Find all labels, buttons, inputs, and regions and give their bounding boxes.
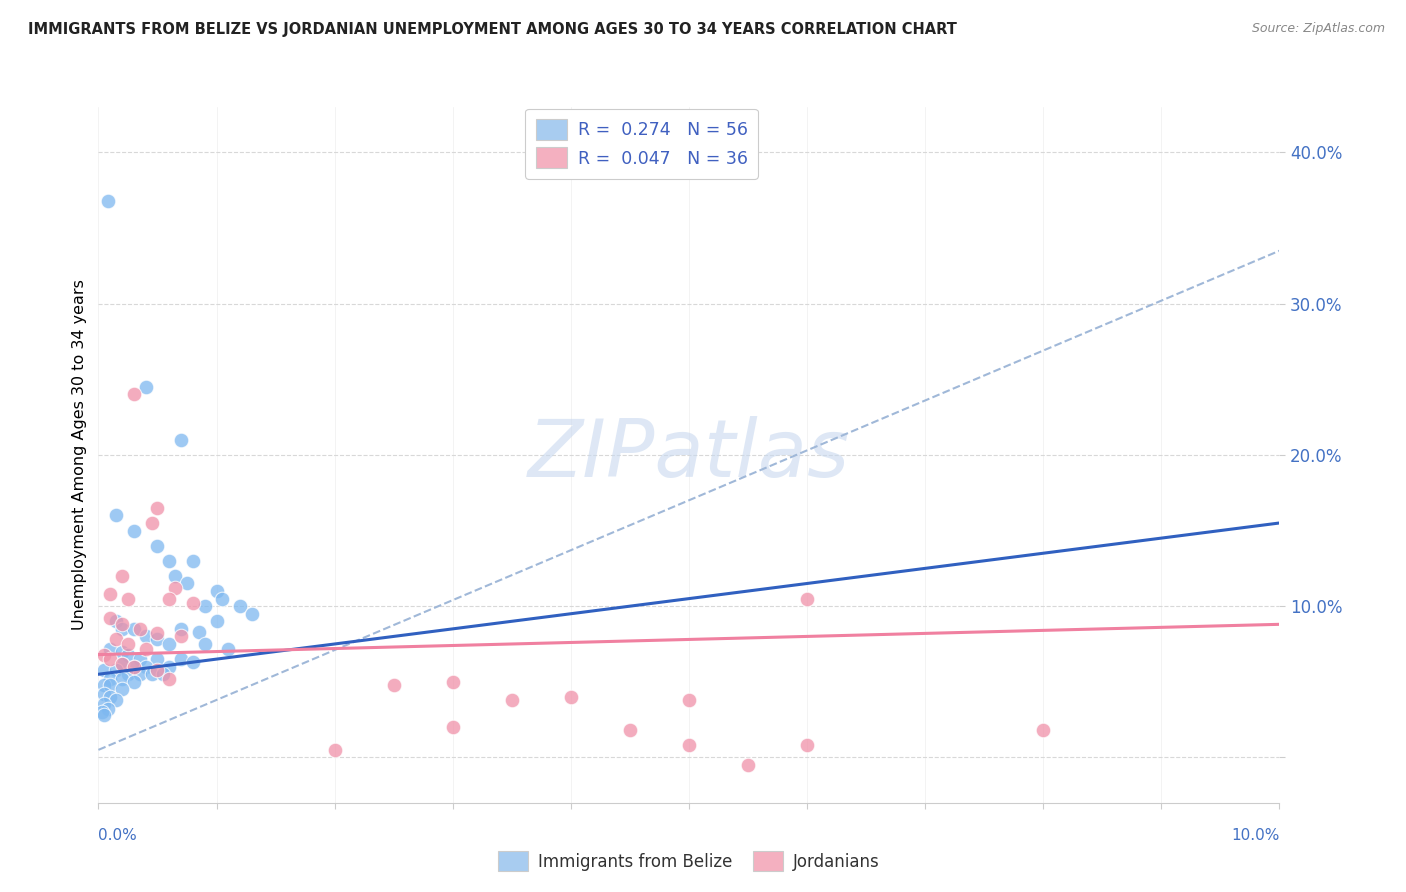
Point: [122, 659, 145, 673]
Point: [187, 624, 209, 639]
Point: [796, 739, 818, 753]
Point: [146, 652, 169, 666]
Point: [98, 678, 121, 692]
Point: [157, 637, 180, 651]
Point: [205, 615, 228, 629]
Point: [141, 667, 163, 681]
Point: [157, 672, 180, 686]
Point: [152, 667, 174, 681]
Point: [229, 599, 252, 614]
Point: [93, 687, 115, 701]
Point: [111, 644, 134, 658]
Point: [1032, 723, 1054, 738]
Point: [98, 652, 121, 666]
Point: [111, 672, 134, 686]
Point: [117, 637, 139, 651]
Point: [111, 617, 134, 632]
Point: [181, 655, 204, 669]
Point: [146, 632, 169, 647]
Text: 10.0%: 10.0%: [1232, 828, 1279, 843]
Point: [146, 539, 169, 553]
Point: [240, 607, 263, 621]
Text: 0.0%: 0.0%: [98, 828, 138, 843]
Point: [441, 720, 464, 734]
Point: [217, 641, 239, 656]
Text: ZIPatlas: ZIPatlas: [527, 416, 851, 494]
Point: [135, 641, 157, 656]
Point: [135, 629, 157, 643]
Point: [111, 657, 134, 671]
Point: [170, 652, 193, 666]
Point: [122, 387, 145, 401]
Point: [93, 708, 115, 723]
Point: [117, 667, 139, 681]
Point: [165, 569, 187, 583]
Point: [98, 672, 121, 686]
Point: [105, 615, 128, 629]
Point: [111, 569, 134, 583]
Point: [98, 641, 121, 656]
Point: [176, 576, 198, 591]
Point: [111, 657, 134, 671]
Point: [141, 516, 163, 530]
Point: [128, 652, 150, 666]
Point: [122, 524, 145, 538]
Point: [117, 591, 139, 606]
Point: [98, 690, 121, 704]
Point: [619, 723, 641, 738]
Point: [122, 622, 145, 636]
Point: [678, 693, 700, 707]
Point: [194, 637, 217, 651]
Point: [122, 674, 145, 689]
Point: [501, 693, 523, 707]
Point: [194, 599, 217, 614]
Point: [135, 659, 157, 673]
Point: [211, 591, 233, 606]
Point: [678, 739, 700, 753]
Point: [97, 194, 120, 208]
Point: [93, 663, 115, 677]
Point: [122, 659, 145, 673]
Point: [170, 629, 193, 643]
Point: [796, 591, 818, 606]
Point: [105, 632, 128, 647]
Point: [98, 587, 121, 601]
Point: [93, 678, 115, 692]
Point: [146, 626, 169, 640]
Point: [170, 433, 193, 447]
Point: [165, 581, 187, 595]
Point: [93, 648, 115, 662]
Point: [560, 690, 582, 704]
Point: [157, 591, 180, 606]
Text: Source: ZipAtlas.com: Source: ZipAtlas.com: [1251, 22, 1385, 36]
Point: [205, 584, 228, 599]
Point: [93, 698, 115, 712]
Point: [181, 596, 204, 610]
Point: [98, 611, 121, 625]
Point: [128, 667, 150, 681]
Text: IMMIGRANTS FROM BELIZE VS JORDANIAN UNEMPLOYMENT AMONG AGES 30 TO 34 YEARS CORRE: IMMIGRANTS FROM BELIZE VS JORDANIAN UNEM…: [28, 22, 957, 37]
Point: [105, 693, 128, 707]
Point: [441, 674, 464, 689]
Point: [157, 659, 180, 673]
Point: [117, 648, 139, 662]
Point: [97, 702, 120, 716]
Point: [135, 380, 157, 394]
Point: [170, 622, 193, 636]
Point: [181, 554, 204, 568]
Point: [146, 500, 169, 515]
Point: [105, 663, 128, 677]
Point: [105, 508, 128, 523]
Point: [91, 705, 114, 719]
Point: [111, 622, 134, 636]
Y-axis label: Unemployment Among Ages 30 to 34 years: Unemployment Among Ages 30 to 34 years: [72, 279, 87, 631]
Point: [323, 743, 346, 757]
Point: [111, 682, 134, 697]
Point: [157, 554, 180, 568]
Point: [737, 758, 759, 772]
Point: [146, 663, 169, 677]
Point: [128, 622, 150, 636]
Legend: Immigrants from Belize, Jordanians: Immigrants from Belize, Jordanians: [492, 845, 886, 878]
Point: [382, 678, 405, 692]
